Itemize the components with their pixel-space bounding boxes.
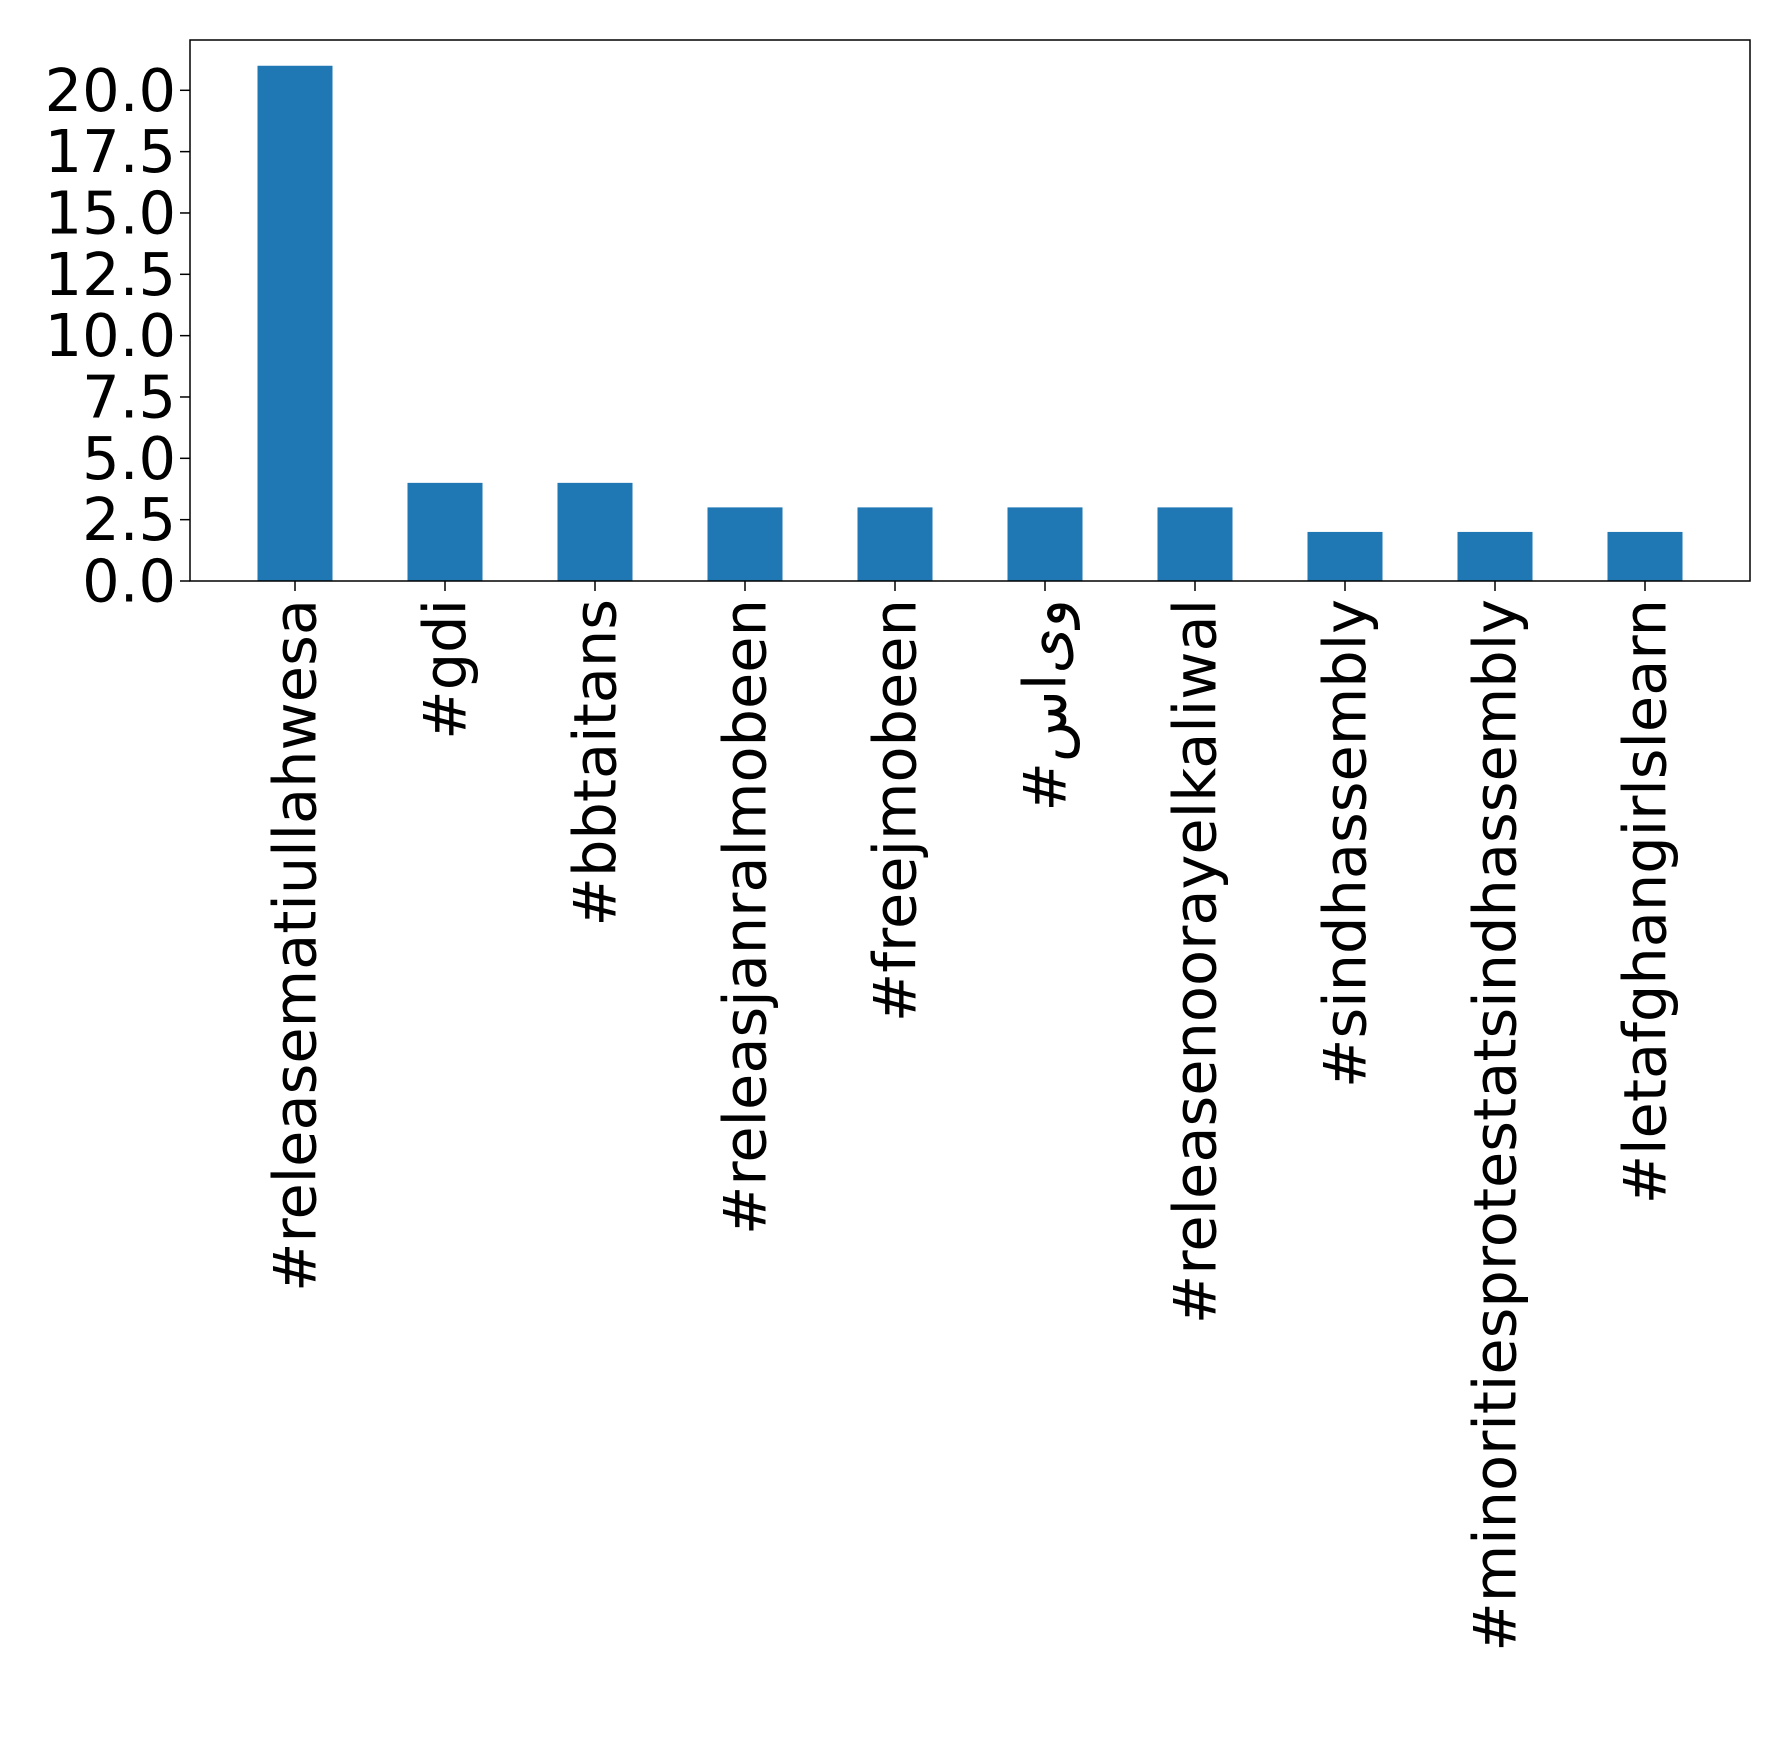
y-tick-label: 15.0 xyxy=(45,178,176,247)
bars-group xyxy=(257,65,1683,581)
y-tick-label: 2.5 xyxy=(82,485,176,554)
bar-7 xyxy=(1307,531,1383,581)
bar-0 xyxy=(257,65,333,581)
bar-9 xyxy=(1607,531,1683,581)
x-tick-label: #bbtaitans xyxy=(561,599,630,926)
y-tick-label: 20.0 xyxy=(45,56,176,125)
bar-8 xyxy=(1457,531,1533,581)
y-tick-label: 0.0 xyxy=(82,547,176,616)
x-tick-label: #وی‌اس xyxy=(1011,599,1081,812)
y-tick-label: 10.0 xyxy=(45,301,176,370)
x-tick-label: #minoritiesprotestatsindhassembly xyxy=(1461,599,1530,1652)
x-tick-label: #gdi xyxy=(411,599,480,740)
y-tick-label: 17.5 xyxy=(45,117,176,186)
bar-6 xyxy=(1157,507,1233,581)
x-tick-label: #freejmobeen xyxy=(861,599,930,1022)
bar-4 xyxy=(857,507,933,581)
y-tick-label: 5.0 xyxy=(82,424,176,493)
x-axis: #releasematiullahwesa #gdi #bbtaitans #rele… xyxy=(261,581,1680,1652)
x-tick-label: #releasenoorayelkaliwal xyxy=(1161,599,1230,1324)
bar-1 xyxy=(407,482,483,581)
bar-3 xyxy=(707,507,783,581)
x-tick-label: #releasematiullahwesa xyxy=(261,599,330,1292)
x-tick-label: #letafghangirlslearn xyxy=(1611,599,1680,1204)
bar-5 xyxy=(1007,507,1083,581)
y-axis: 0.02.55.07.510.012.515.017.520.0 xyxy=(45,56,190,616)
x-tick-label: #releasjanralmobeen xyxy=(711,599,780,1235)
y-tick-label: 7.5 xyxy=(82,362,176,431)
y-tick-label: 12.5 xyxy=(45,240,176,309)
plot-area-frame xyxy=(189,39,1751,582)
bar-2 xyxy=(557,482,633,581)
x-tick-label: #sindhassembly xyxy=(1311,599,1380,1088)
